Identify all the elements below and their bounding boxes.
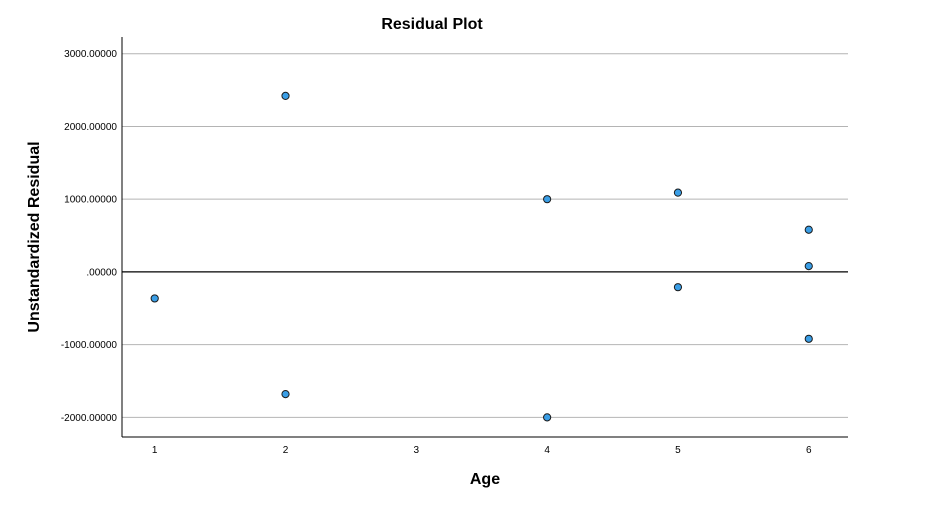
- data-points: [150, 91, 813, 422]
- x-axis-label: Age: [470, 471, 500, 488]
- gridlines: [122, 53, 848, 418]
- data-point: [281, 91, 290, 101]
- y-tick-labels: 3000.00000 2000.00000 1000.00000 .00000 -100…: [61, 49, 118, 424]
- x-tick-label: 6: [806, 445, 812, 456]
- y-tick-label: 1000.00000: [64, 195, 117, 206]
- data-point: [150, 294, 159, 303]
- y-tick-label: -2000.00000: [61, 413, 118, 424]
- y-tick-label: 2000.00000: [64, 122, 117, 133]
- y-tick-label: 3000.00000: [64, 49, 117, 60]
- x-tick-label: 4: [544, 445, 550, 456]
- y-tick-label: -1000.00000: [61, 340, 118, 351]
- x-tick-labels: 1 2 3 4 5 6: [152, 445, 812, 456]
- data-point: [281, 389, 290, 399]
- y-axis-label: Unstandardized Residual: [26, 141, 43, 332]
- data-point: [673, 283, 683, 292]
- x-tick-label: 3: [414, 445, 420, 456]
- y-tick-label: .00000: [86, 267, 117, 278]
- data-point: [804, 225, 813, 234]
- data-point: [543, 195, 552, 204]
- axes: [121, 37, 848, 438]
- data-point: [804, 334, 813, 343]
- chart-title: Residual Plot: [381, 16, 483, 33]
- data-point: [804, 261, 813, 271]
- data-point: [543, 413, 552, 422]
- x-tick-label: 2: [283, 445, 289, 456]
- data-point: [673, 188, 683, 197]
- x-tick-label: 1: [152, 445, 158, 456]
- x-tick-label: 5: [675, 445, 681, 456]
